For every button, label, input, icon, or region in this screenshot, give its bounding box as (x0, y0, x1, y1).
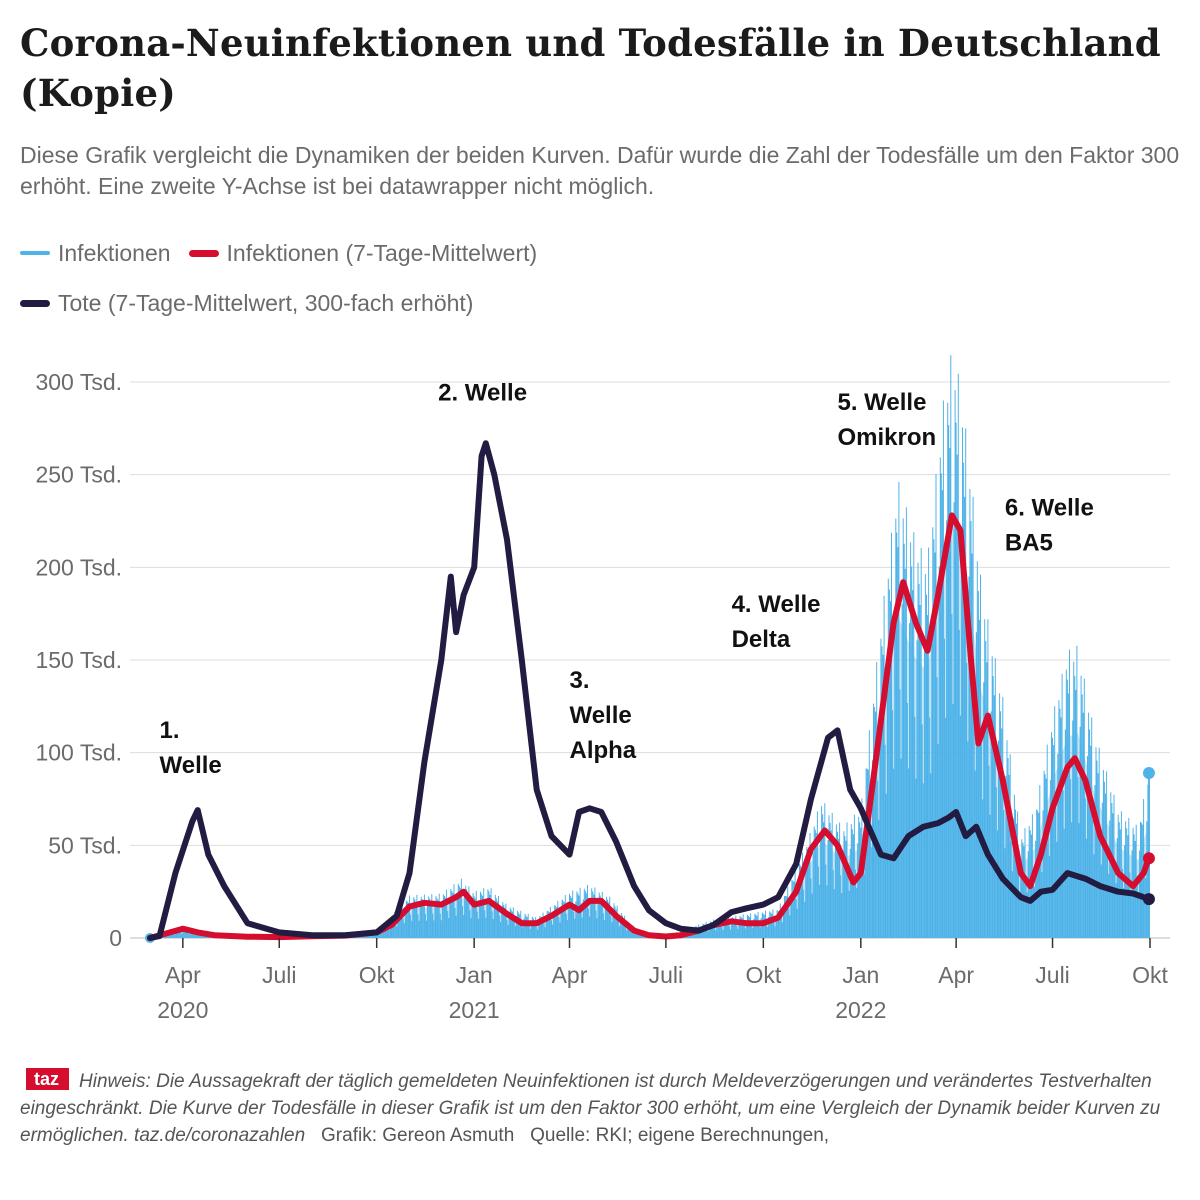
y-tick-label-5: 250 Tsd. (35, 462, 122, 488)
x-year-label-0: 2020 (157, 997, 208, 1023)
wave-label-6-line-2: BA5 (1005, 529, 1053, 556)
x-year-label-7: 2022 (835, 997, 886, 1023)
x-tick-label-6: Okt (745, 962, 781, 988)
wave-label-1-line-1: 1. (160, 717, 180, 744)
legend-label-average: Infektionen (7-Tage-Mittelwert) (226, 239, 538, 266)
x-tick-label-9: Juli (1035, 962, 1070, 988)
y-tick-label-2: 100 Tsd. (35, 740, 122, 766)
legend-swatch-infections (20, 251, 50, 255)
wave-label-3-line-1: 3. (569, 667, 589, 694)
wave-label-1-line-2: Welle (160, 752, 222, 779)
chart-subtitle: Diese Grafik vergleicht die Dynamiken de… (20, 142, 1180, 199)
legend-row-2: Tote (7-Tage-Mittelwert, 300-fach erhöht… (20, 278, 1180, 328)
wave-label-2-line-1: 2. Welle (438, 380, 527, 407)
footer-note: taz Hinweis: Die Aussagekraft der täglich… (20, 1068, 1180, 1149)
y-tick-label-3: 150 Tsd. (35, 647, 122, 673)
y-tick-label-6: 300 Tsd. (35, 369, 122, 395)
wave-label-4-line-2: Delta (732, 626, 791, 653)
deaths-last-dot (1142, 893, 1155, 906)
x-tick-label-1: Juli (262, 962, 297, 988)
legend-row-1: Infektionen Infektionen (7-Tage-Mittelwe… (20, 228, 1180, 278)
last-value-dot (1142, 767, 1155, 780)
wave-label-4-line-1: 4. Welle (732, 591, 821, 618)
legend-item-deaths[interactable]: Tote (7-Tage-Mittelwert, 300-fach erhöht… (20, 290, 473, 317)
daily-infections-series (145, 355, 1155, 943)
wave-label-6-line-1: 6. Welle (1005, 494, 1094, 521)
taz-logo[interactable]: taz (26, 1068, 70, 1090)
wave-annotations: 1. Welle 2. Welle 3. Welle Alpha 4. Welle Delta… (160, 380, 1094, 779)
average-last-dot (1142, 852, 1155, 865)
legend-label-deaths: Tote (7-Tage-Mittelwert, 300-fach erhöht… (58, 289, 474, 316)
x-year-label-3: 2021 (449, 997, 500, 1023)
legend-swatch-deaths (20, 299, 50, 307)
legend-item-infections[interactable]: Infektionen (20, 240, 171, 267)
line-series (147, 440, 1155, 941)
x-tick-label-4: Apr (552, 962, 588, 988)
average-infections-line (147, 512, 1152, 941)
footer-note-text: Hinweis: Die Aussagekraft der täglich ge… (20, 1071, 1161, 1146)
wave-label-5-line-1: 5. Welle (838, 389, 927, 416)
legend-swatch-average (188, 249, 219, 257)
footer-source: Quelle: RKI; eigene Berechnungen, (530, 1125, 830, 1146)
legend-item-average[interactable]: Infektionen (7-Tage-Mittelwert) (188, 239, 538, 267)
x-tick-label-3: Jan (456, 962, 493, 988)
x-tick-label-5: Juli (649, 962, 684, 988)
y-axis-labels: 0 50 Tsd. 100 Tsd. 150 Tsd. 200 Tsd. 250 Tsd.… (35, 369, 122, 951)
x-axis: Apr 2020 Juli Okt Jan 2021 Apr Juli Okt Jan 2022 Ap… (157, 938, 1168, 1023)
y-tick-label-4: 200 Tsd. (35, 554, 122, 580)
legend: Infektionen Infektionen (7-Tage-Mittelwe… (20, 228, 1180, 328)
grid-lines (130, 381, 1170, 939)
y-tick-label-0: 0 (109, 925, 122, 951)
y-tick-label-1: 50 Tsd. (48, 832, 122, 858)
x-tick-label-7: Jan (842, 962, 879, 988)
chart-title: Corona-Neuinfektionen und Todesfälle in … (20, 21, 1161, 115)
wave-label-3-line-3: Alpha (569, 737, 636, 764)
legend-label-infections: Infektionen (58, 239, 171, 266)
wave-label-5-line-2: Omikron (838, 424, 937, 451)
x-tick-label-10: Okt (1132, 962, 1168, 988)
x-tick-label-0: Apr (165, 962, 201, 988)
x-tick-label-8: Apr (938, 962, 974, 988)
footer-credit: Grafik: Gereon Asmuth (321, 1125, 515, 1146)
chart-area: 0 50 Tsd. 100 Tsd. 150 Tsd. 200 Tsd. 250 Tsd.… (35, 355, 1170, 1023)
wave-label-3-line-2: Welle (569, 702, 631, 729)
deaths-line (147, 440, 1152, 941)
x-tick-label-2: Okt (359, 962, 395, 988)
